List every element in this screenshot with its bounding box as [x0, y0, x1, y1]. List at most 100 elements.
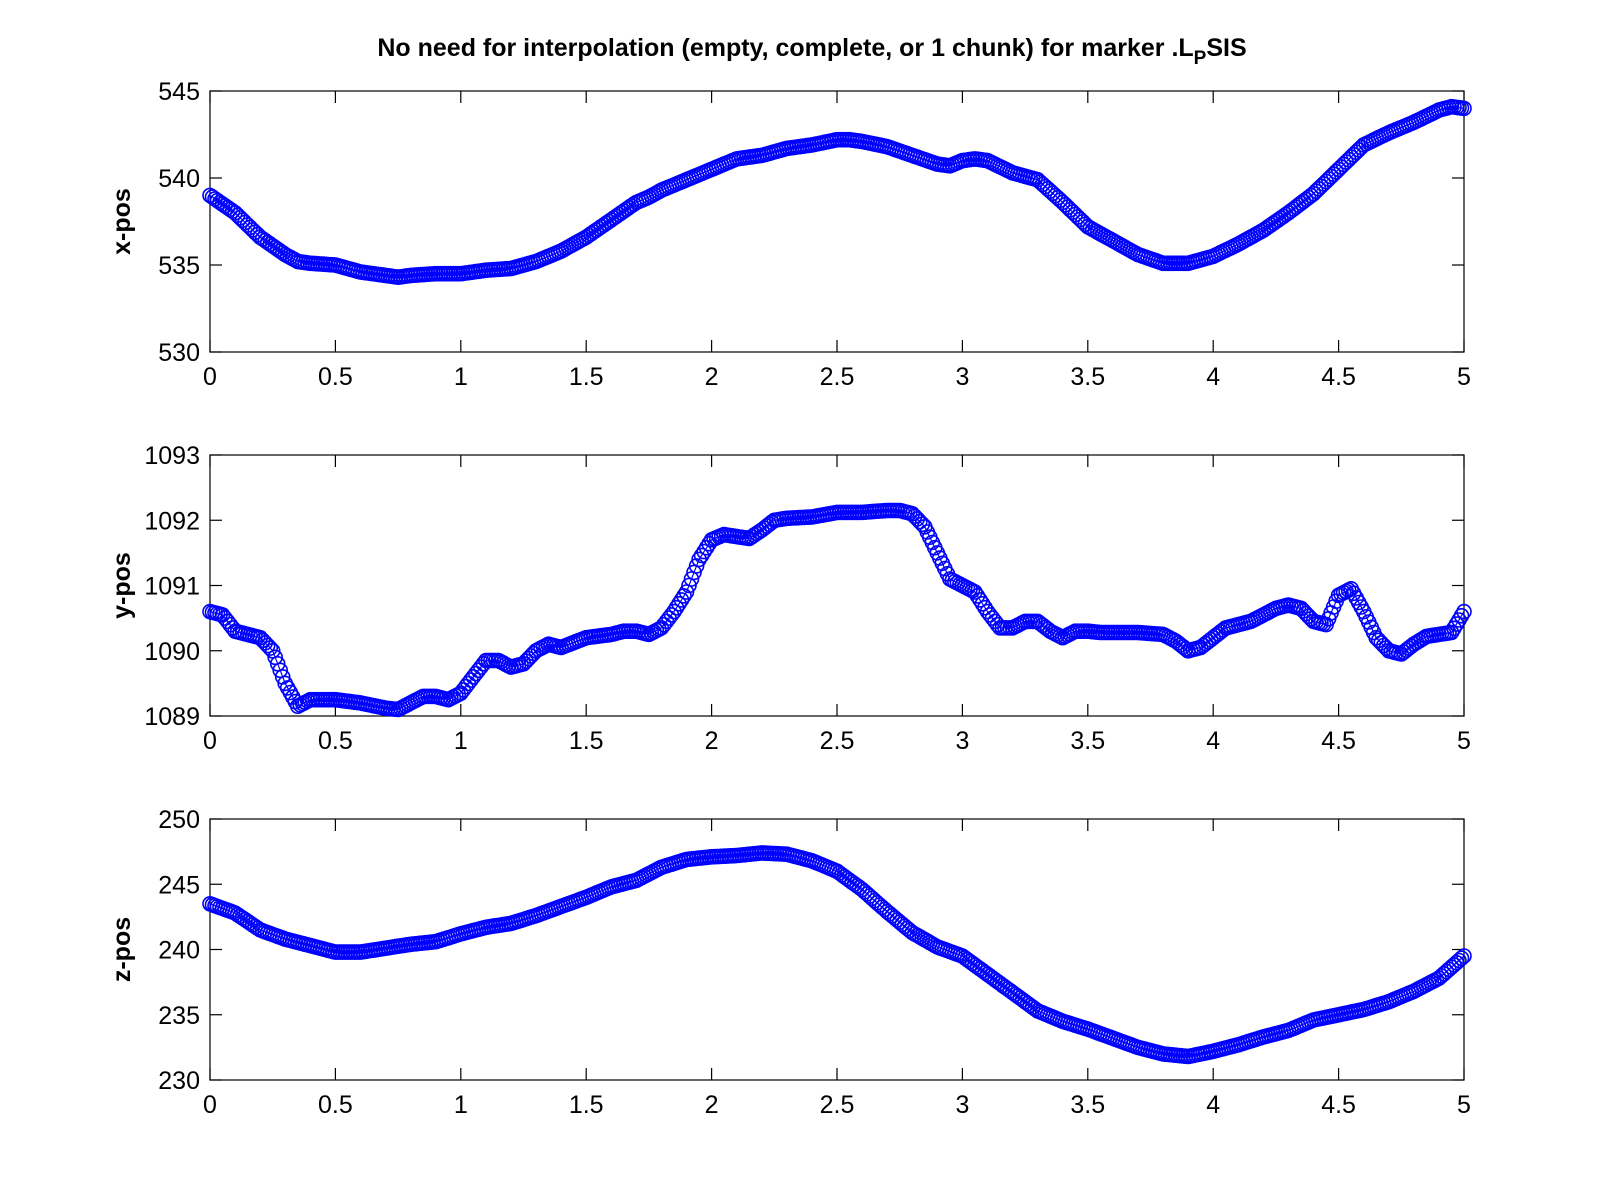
x-tick-label: 2.5 — [820, 727, 855, 755]
data-point — [267, 649, 284, 666]
x-tick-label: 2.5 — [820, 1091, 855, 1119]
y-tick-label: 1089 — [144, 703, 200, 731]
x-tick-label: 0 — [203, 363, 217, 391]
y-tick-label: 245 — [158, 871, 200, 899]
data-point — [1446, 620, 1462, 637]
data-point — [1453, 607, 1470, 624]
x-tick-label: 0.5 — [318, 1091, 353, 1119]
y-pos-subplot: 0 0.5 1 1.5 2 2.5 3 3.5 4 4.5 5 1089 1090 1091 1092 109… — [108, 442, 1472, 755]
y-tick-label: 530 — [158, 339, 200, 367]
x-tick-label: 1.5 — [569, 1091, 604, 1119]
x-tick-label: 3 — [955, 363, 969, 391]
x-tick-label: 5 — [1457, 727, 1471, 755]
x-tick-label: 1 — [454, 727, 468, 755]
data-point — [678, 584, 695, 600]
y-tick-label: 535 — [158, 252, 200, 280]
x-tick-label: 1 — [454, 363, 468, 391]
x-tick-label: 1 — [454, 1091, 468, 1119]
data-point — [272, 662, 289, 679]
x-tick-label: 2 — [705, 363, 719, 391]
x-tick-label: 5 — [1457, 1091, 1471, 1119]
data-point — [686, 564, 702, 581]
data-point — [972, 592, 988, 608]
x-tick-label: 0.5 — [318, 727, 353, 755]
data-point — [696, 543, 712, 560]
figure-title-subscript: P — [1194, 48, 1207, 69]
x-tick-label: 2 — [705, 1091, 719, 1119]
x-tick-label: 1.5 — [569, 363, 604, 391]
x-tick-label: 4 — [1206, 363, 1220, 391]
data-point — [683, 571, 700, 587]
x-tick-label: 3.5 — [1070, 363, 1105, 391]
x-tick-label: 4.5 — [1321, 1091, 1356, 1119]
x-tick-label: 4.5 — [1321, 363, 1356, 391]
data-point — [681, 577, 697, 594]
x-tick-label: 2 — [705, 727, 719, 755]
data-point — [668, 599, 685, 616]
data-point — [259, 637, 276, 654]
y-axis-label: y-pos — [108, 552, 136, 619]
y-tick-label: 1091 — [144, 573, 200, 601]
data-point — [688, 558, 705, 574]
x-tick-label: 3 — [955, 1091, 969, 1119]
y-tick-label: 1092 — [144, 507, 200, 535]
data-point — [974, 595, 991, 612]
data-point — [967, 584, 983, 600]
x-pos-subplot: 0 0.5 1 1.5 2 2.5 3 3.5 4 4.5 5 530 535 540 545 x-pos — [108, 78, 1472, 391]
data-point — [666, 603, 682, 620]
y-tick-label: 240 — [158, 937, 200, 965]
data-point — [262, 640, 279, 656]
y-tick-label: 250 — [158, 806, 200, 834]
data-point — [673, 592, 690, 608]
data-point — [911, 513, 928, 530]
x-tick-label: 0.5 — [318, 363, 353, 391]
x-tick-label: 0 — [203, 1091, 217, 1119]
x-tick-label: 2.5 — [820, 363, 855, 391]
series-markers — [202, 98, 1472, 286]
data-point — [671, 595, 687, 612]
y-tick-label: 540 — [158, 165, 200, 193]
y-tick-label: 230 — [158, 1067, 200, 1095]
x-tick-label: 1.5 — [569, 727, 604, 755]
data-point — [269, 655, 286, 672]
figure-title-main: No need for interpolation (empty, comple… — [377, 34, 1193, 62]
data-point — [691, 551, 707, 568]
figure-title-suffix: SIS — [1206, 34, 1246, 62]
data-point — [1456, 100, 1472, 117]
data-point — [1175, 638, 1191, 655]
series-markers — [202, 845, 1472, 1065]
data-point — [676, 588, 692, 604]
x-tick-label: 3.5 — [1070, 1091, 1105, 1119]
y-tick-label: 1093 — [144, 442, 200, 470]
y-tick-label: 235 — [158, 1002, 200, 1030]
y-axis-label: x-pos — [108, 188, 136, 255]
x-tick-label: 3 — [955, 727, 969, 755]
y-tick-label: 545 — [158, 78, 200, 106]
data-point — [1212, 623, 1229, 640]
series-markers — [202, 502, 1472, 718]
data-point — [264, 642, 281, 659]
y-tick-label: 1090 — [144, 638, 200, 666]
data-point — [1451, 952, 1467, 969]
data-point — [914, 516, 931, 533]
data-point — [1453, 950, 1470, 967]
data-point — [1443, 624, 1460, 641]
y-axis-label: z-pos — [108, 917, 136, 982]
x-tick-label: 4.5 — [1321, 727, 1356, 755]
data-point — [693, 547, 710, 564]
x-tick-label: 3.5 — [1070, 727, 1105, 755]
figure-title: No need for interpolation (empty, comple… — [377, 34, 1246, 69]
data-point — [1456, 603, 1472, 620]
z-pos-subplot: 0 0.5 1 1.5 2 2.5 3 3.5 4 4.5 5 230 235 240 245 250 z-po… — [108, 806, 1472, 1119]
x-tick-label: 5 — [1457, 363, 1471, 391]
data-point — [1456, 948, 1472, 964]
x-tick-label: 0 — [203, 727, 217, 755]
data-point — [1451, 612, 1467, 628]
plot-area — [209, 454, 1465, 717]
data-point — [969, 588, 986, 604]
data-point — [224, 620, 241, 636]
data-point — [1448, 616, 1465, 632]
x-tick-label: 4 — [1206, 1091, 1220, 1119]
x-tick-label: 4 — [1206, 727, 1220, 755]
